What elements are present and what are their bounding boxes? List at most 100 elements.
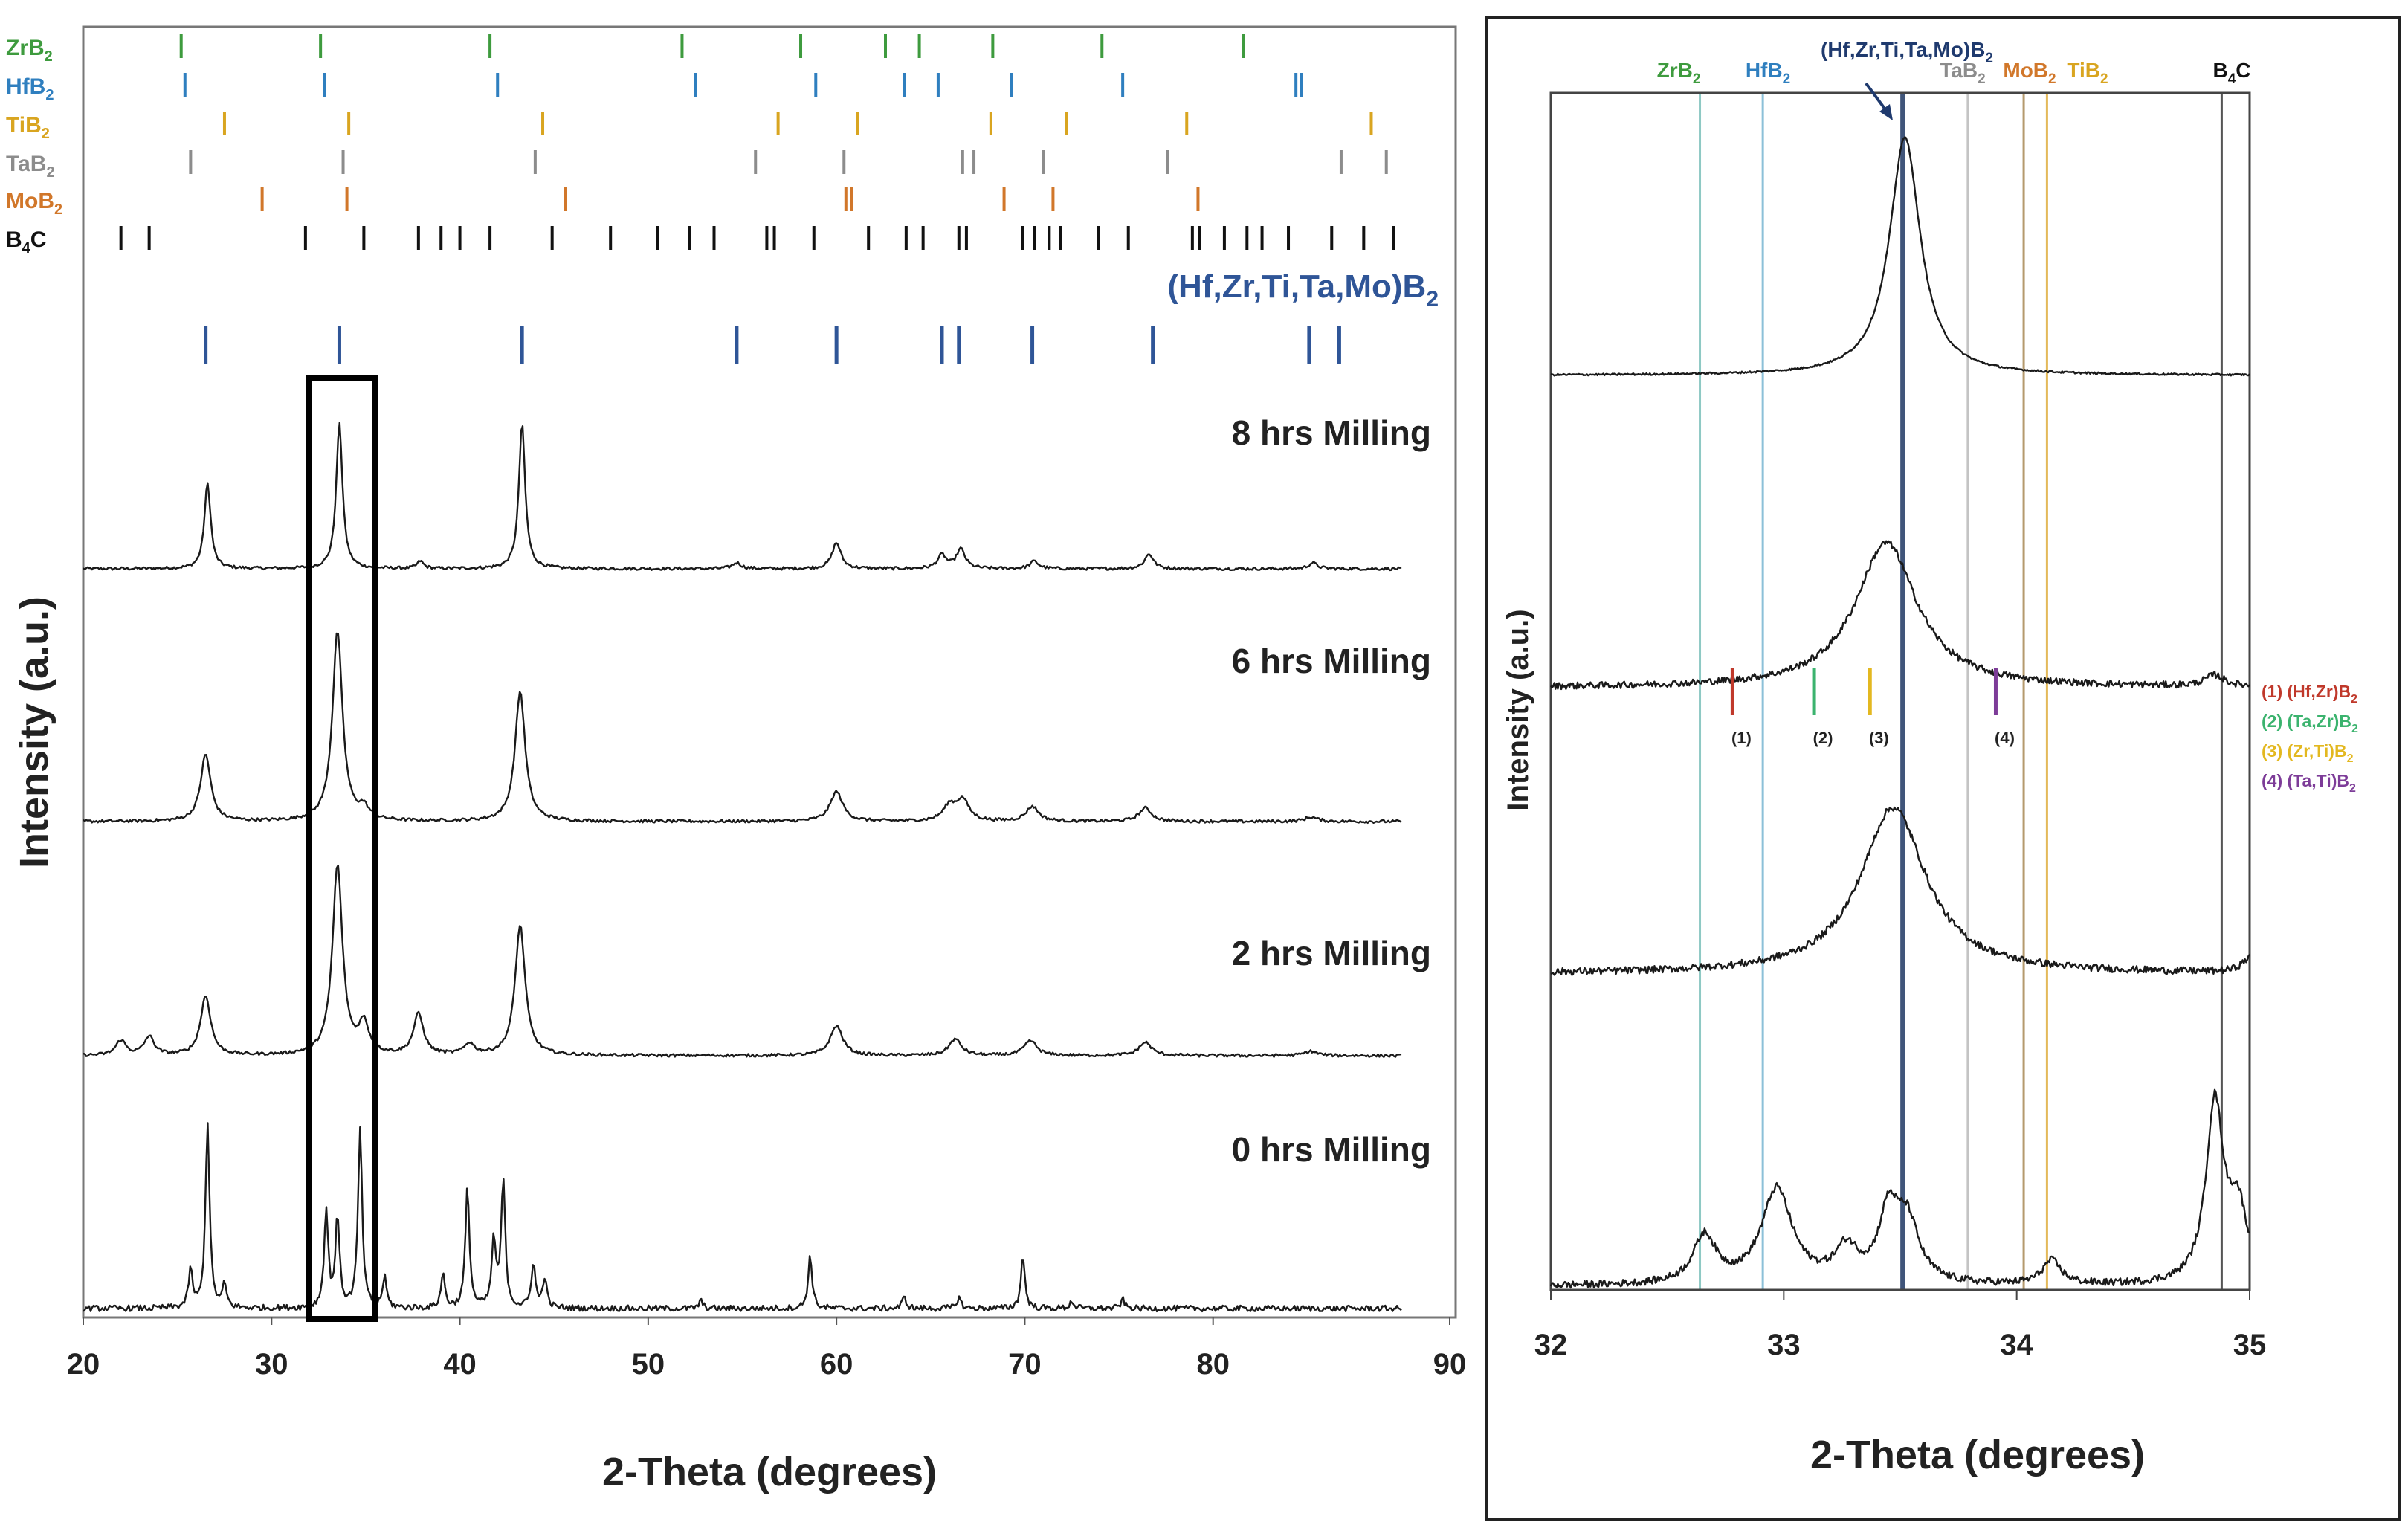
zoom-y-axis-title: Intensity (a.u.) xyxy=(1502,609,1534,810)
legend-sub: 2 xyxy=(2347,752,2354,765)
zoom-x-axis-ticks: 32 33 34 35 xyxy=(1534,1290,2267,1361)
phase-label-tail: C xyxy=(30,228,47,252)
ref-line-label-hfb2: HfB2 xyxy=(1746,59,1790,87)
phase-label-base: ZrB xyxy=(6,36,45,60)
legend-text: (4) (Ta,Ti)B xyxy=(2262,771,2349,790)
legend-text: (3) (Zr,Ti)B xyxy=(2262,741,2347,761)
phase-label-zrb2: ZrB2 xyxy=(6,36,53,65)
x-tick-label: 30 xyxy=(255,1348,288,1381)
ref-label-base: B xyxy=(2212,59,2227,82)
ref-label-base: HfB xyxy=(1746,59,1783,82)
legend-sub: 2 xyxy=(2349,782,2356,795)
phase-label-b4c: B4C xyxy=(6,228,46,256)
ref-label-sub: 2 xyxy=(1693,71,1701,87)
legend-entry: (1) (Hf,Zr)B2 xyxy=(2262,682,2357,706)
ref-label-sub: 2 xyxy=(2100,71,2108,87)
zoom-x-axis-title: 2-Theta (degrees) xyxy=(1810,1433,2145,1477)
ref-label-base: TaB xyxy=(1940,59,1978,82)
legend-sub: 2 xyxy=(2351,723,2358,735)
marker-label: (1) xyxy=(1731,729,1752,747)
reference-lines xyxy=(1699,93,2223,1290)
phase-label-base: MoB xyxy=(6,189,54,213)
phase-label-base: B xyxy=(6,228,22,252)
marker-label: (3) xyxy=(1869,729,1889,747)
ref-label-base: (Hf,Zr,Ti,Ta,Mo)B xyxy=(1821,38,1985,61)
substitution-legend: (1) (Hf,Zr)B2(2) (Ta,Zr)B2(3) (Zr,Ti)B2(… xyxy=(2262,682,2358,795)
diffraction-traces xyxy=(83,422,1402,1313)
marker-label: (4) xyxy=(1995,729,2015,747)
x-tick-label: 40 xyxy=(443,1348,477,1381)
zoom-x-tick-label: 32 xyxy=(1534,1329,1568,1361)
zoom-trace-2-hrs xyxy=(1550,806,2250,976)
zoom-x-tick-label: 35 xyxy=(2233,1329,2267,1361)
y-axis-title: Intensity (a.u.) xyxy=(12,596,57,868)
series-labels: 8 hrs Milling 6 hrs Milling 2 hrs Milling 0… xyxy=(1232,413,1431,1169)
trace-8-hrs-milling xyxy=(83,422,1402,572)
phase-label-tib2: TiB2 xyxy=(6,113,50,142)
phase-label-tab2: TaB2 xyxy=(6,152,55,181)
legend-entry: (2) (Ta,Zr)B2 xyxy=(2262,712,2358,735)
right-plot-frame xyxy=(1549,91,2251,1291)
ref-line-label-b4c: B4C xyxy=(2212,59,2250,87)
x-tick-label: 60 xyxy=(820,1348,853,1381)
phase-label-base: TaB xyxy=(6,152,46,176)
ref-label-base: ZrB xyxy=(1657,59,1693,82)
phase-label-sub: 2 xyxy=(45,87,54,103)
trace-6-hrs-milling xyxy=(83,632,1402,824)
hea-label-arrowhead xyxy=(1879,104,1893,120)
x-tick-label: 70 xyxy=(1008,1348,1042,1381)
legend-text: (1) (Hf,Zr)B xyxy=(2262,682,2351,701)
phase-label-base: TiB xyxy=(6,113,42,138)
substitution-markers: (1) (2) (3) (4) xyxy=(1730,668,2015,747)
phase-label-base: HfB xyxy=(6,74,45,99)
zoom-x-tick-label: 33 xyxy=(1767,1329,1801,1361)
phase-label-sub: 4 xyxy=(22,240,31,256)
x-axis-ticks: 20 30 40 50 60 70 80 90 xyxy=(67,1317,1466,1381)
ref-label-tail: C xyxy=(2236,59,2250,82)
trace-2-hrs-milling xyxy=(83,864,1402,1058)
zoom-trace-8-hrs xyxy=(1550,136,2250,377)
zoom-trace-0-hrs xyxy=(1549,1088,2250,1289)
legend-sub: 2 xyxy=(2351,693,2357,706)
hea-label-arrow xyxy=(1865,82,1888,113)
zoom-region-box xyxy=(306,375,378,1322)
ref-label-sub: 2 xyxy=(1783,71,1791,87)
x-tick-label: 80 xyxy=(1196,1348,1230,1381)
series-label-6-hrs-milling: 6 hrs Milling xyxy=(1232,642,1431,680)
ref-label-base: MoB xyxy=(2003,59,2048,82)
hea-phase-label: (Hf,Zr,Ti,Ta,Mo)B2 xyxy=(1167,268,1439,312)
ref-line-label-tab2: TaB2 xyxy=(1940,59,1985,87)
zoom-x-tick-label: 34 xyxy=(2000,1329,2033,1361)
ref-label-sub: 4 xyxy=(2228,71,2236,87)
x-tick-label: 50 xyxy=(632,1348,665,1381)
phase-label-hfb2: HfB2 xyxy=(6,74,54,103)
phase-label-sub: 2 xyxy=(46,164,54,181)
zoom-diffraction-traces xyxy=(1549,136,2250,1289)
ref-label-base: TiB xyxy=(2067,59,2100,82)
zoom-trace-6-hrs xyxy=(1549,540,2250,691)
series-label-2-hrs-milling: 2 hrs Milling xyxy=(1232,934,1431,972)
ref-line-label-zrb2: ZrB2 xyxy=(1657,59,1701,87)
x-axis-title: 2-Theta (degrees) xyxy=(602,1450,937,1494)
ref-line-label-hf-zr-ti-ta-mo-b2: (Hf,Zr,Ti,Ta,Mo)B2 xyxy=(1821,38,1993,66)
ref-label-sub: 2 xyxy=(1978,71,1986,87)
hea-phase-ticks xyxy=(204,326,1341,364)
x-tick-label: 20 xyxy=(67,1348,100,1381)
legend-entry: (4) (Ta,Ti)B2 xyxy=(2262,771,2356,795)
left-plot-frame xyxy=(82,25,1457,1319)
phase-label-mob2: MoB2 xyxy=(6,189,62,218)
legend-text: (2) (Ta,Zr)B xyxy=(2262,712,2351,731)
marker-label: (2) xyxy=(1813,729,1833,747)
trace-0-hrs-milling xyxy=(83,1122,1402,1313)
legend-entry: (3) (Zr,Ti)B2 xyxy=(2262,741,2354,765)
right-panel-border xyxy=(1485,16,2401,1521)
ref-label-sub: 2 xyxy=(2048,71,2056,87)
ref-line-label-tib2: TiB2 xyxy=(2067,59,2108,87)
series-label-0-hrs-milling: 0 hrs Milling xyxy=(1232,1130,1431,1169)
series-label-8-hrs-milling: 8 hrs Milling xyxy=(1232,413,1431,452)
